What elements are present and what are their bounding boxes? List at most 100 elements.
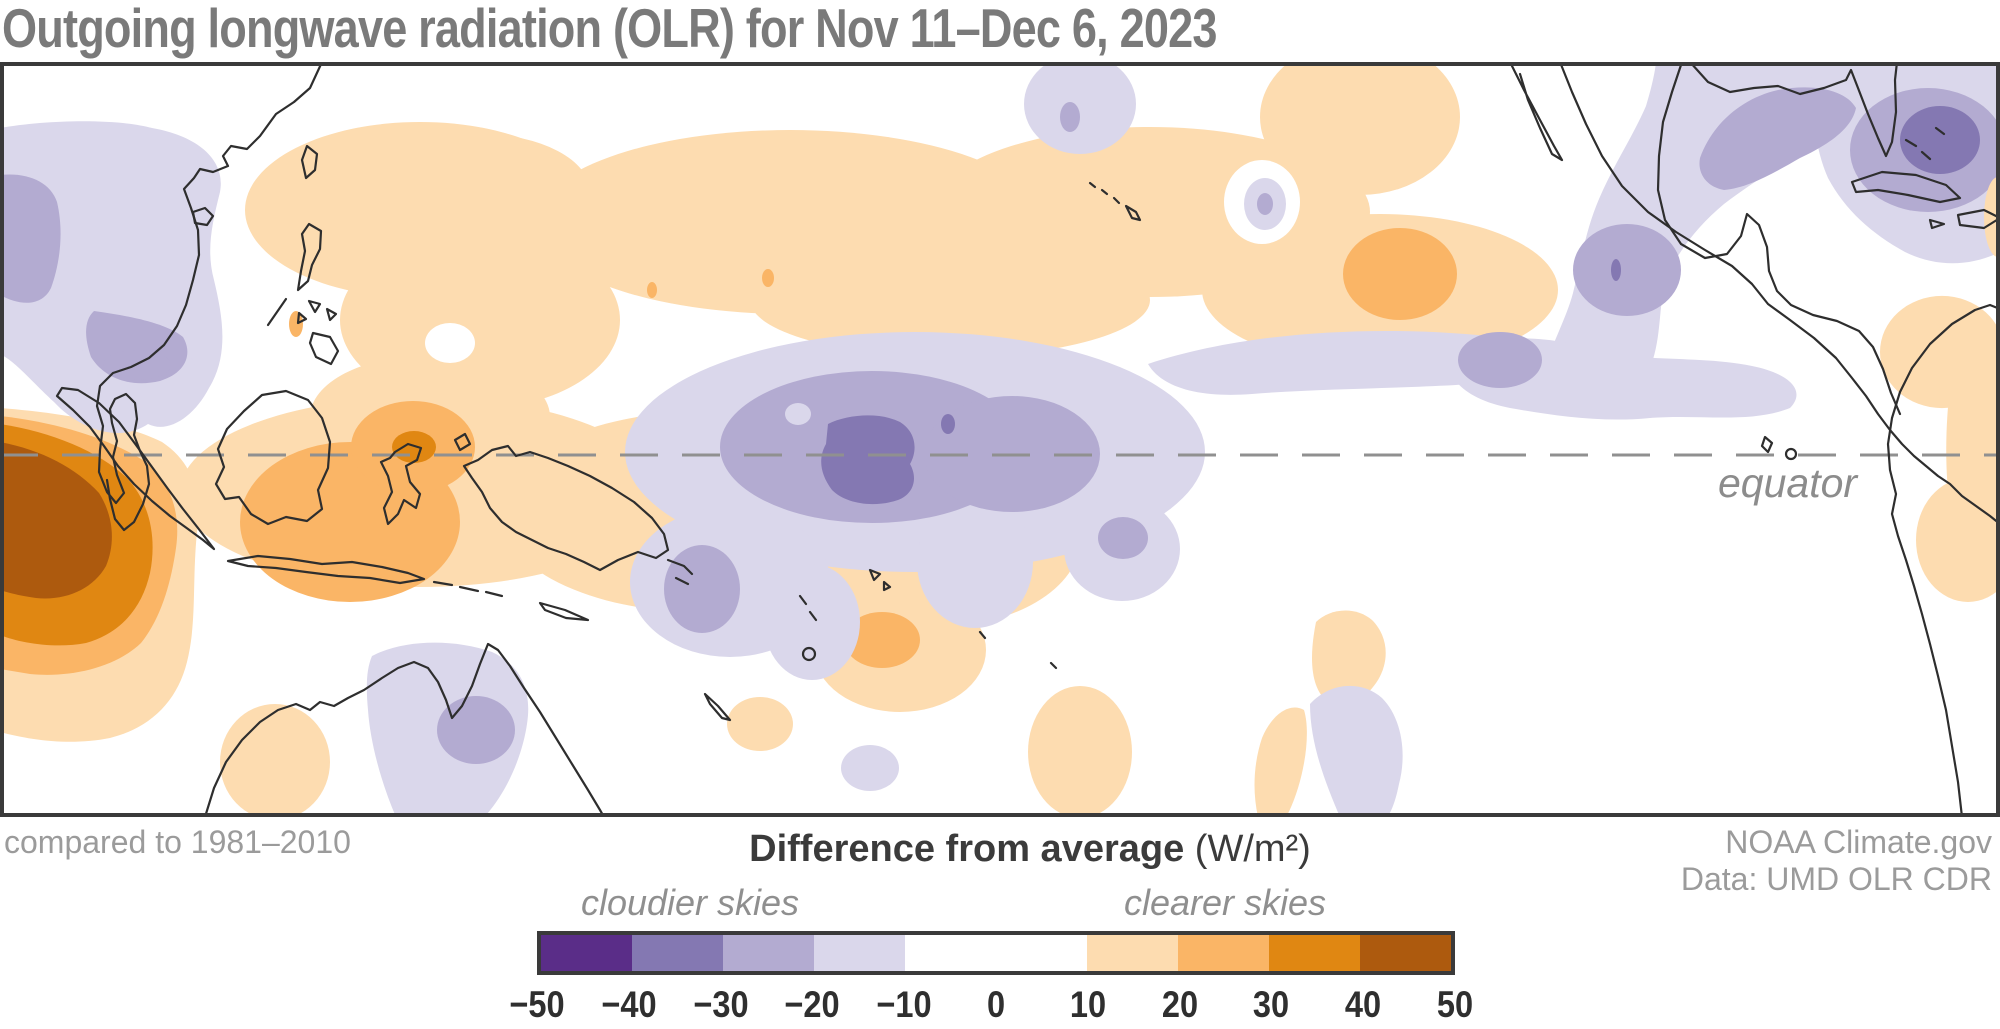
coastline-path	[1088, 181, 1142, 222]
coastline-path	[214, 389, 332, 526]
legend-swatch-8	[1269, 935, 1360, 971]
coastline-path	[1558, 62, 2000, 526]
credits: NOAA Climate.gov Data: UMD OLR CDR	[1681, 824, 1992, 898]
legend-tick-label: −50	[506, 984, 569, 1026]
olr-hole-cpac	[785, 403, 811, 425]
coastline-path	[1656, 62, 1902, 416]
legend-tick-label: 10	[1067, 984, 1108, 1026]
olr-neg20-midsmall	[1257, 193, 1273, 215]
coastline-path	[666, 558, 1058, 722]
legend-tick-label: −20	[781, 984, 844, 1026]
legend-unit: (W/m²)	[1184, 828, 1311, 870]
coastline-path	[453, 432, 472, 452]
legend-tick-text: 40	[1345, 984, 1382, 1025]
olr-anomaly-map: equator	[0, 62, 2000, 817]
legend-tick-text: −30	[692, 984, 749, 1025]
olr-neg10-fiji-s	[841, 745, 899, 791]
page-title-text: Outgoing longwave radiation (OLR) for No…	[2, 0, 1217, 59]
coastline-path	[1928, 218, 1946, 230]
legend-tick-text: −40	[601, 984, 657, 1025]
legend-tick-label: 50	[1434, 984, 1475, 1026]
legend-tick-label: −40	[597, 984, 660, 1026]
olr-pos20-speck-b	[762, 269, 774, 287]
olr-pos10-timor-tongue	[220, 704, 330, 817]
coastline-path	[226, 554, 426, 585]
coastline-path	[1688, 62, 1899, 158]
legend-tick-text: −10	[876, 984, 932, 1025]
anomaly-regions	[0, 62, 2000, 817]
legend-tick-label: −30	[689, 984, 752, 1026]
olr-neg20-cpac-sw	[664, 545, 740, 633]
legend-label-cloudier: cloudier skies	[580, 882, 800, 923]
legend-tick-label: 40	[1343, 984, 1384, 1026]
olr-hole-philsea	[425, 323, 475, 363]
olr-pos40-indian-core	[0, 442, 112, 599]
legend-swatch-0	[541, 935, 632, 971]
coastline-path	[1850, 170, 1962, 204]
coastline-path	[55, 386, 216, 551]
legend-swatch-9	[1360, 935, 1451, 971]
olr-pos10-epac-corner	[1254, 707, 1307, 817]
legend-title: Difference from average (W/m²)	[749, 828, 1311, 871]
equator-label: equator	[1718, 460, 1858, 506]
page-title: Outgoing longwave radiation (OLR) for No…	[2, 0, 1483, 60]
olr-pos20-speck-a	[647, 282, 657, 298]
legend-tick-label: 30	[1251, 984, 1292, 1026]
legend-swatch-6	[1087, 935, 1178, 971]
coastline-path	[462, 444, 670, 572]
olr-pos10-venezuela	[1880, 296, 2000, 408]
map-svg	[0, 62, 2000, 817]
olr-neg30-atlantic-core	[1900, 106, 1980, 174]
coastline-path	[300, 144, 319, 180]
coastline-path	[203, 642, 606, 817]
coastline-path	[296, 299, 338, 325]
olr-pos10-npac-top	[1260, 62, 1460, 195]
olr-neg20-indochina-w	[0, 174, 61, 303]
olr-neg20-cpac-small	[1098, 517, 1148, 559]
coastline-path	[1956, 208, 2000, 230]
legend-tick-label: 0	[986, 984, 1007, 1026]
coastline-path	[296, 222, 323, 292]
legend-ticks: −50 −40 −30 −20 −10 0 10 20 30 40 50	[0, 984, 2000, 1026]
olr-neg20-gulf-core	[1699, 87, 1856, 190]
legend-swatch-1	[632, 935, 723, 971]
olr-neg10-topcenter	[1024, 62, 1136, 154]
legend-title-bold: Difference from average	[749, 828, 1185, 870]
olr-neg10-epac-bottom	[1310, 685, 1403, 817]
coastline-path	[1904, 126, 1946, 161]
coastline-path	[308, 331, 340, 366]
olr-pos10-spac-bottom	[1028, 686, 1132, 817]
olr-neg10-cpac-se	[917, 496, 1033, 628]
olr-pos20-fiji-core	[844, 612, 920, 668]
legend-tick-text: 20	[1161, 984, 1198, 1025]
coastline-path	[1508, 62, 1564, 162]
coastlines	[55, 62, 2000, 817]
credit-source: NOAA Climate.gov	[1725, 824, 1992, 860]
legend-swatch-7	[1178, 935, 1269, 971]
coastline-path	[191, 206, 215, 227]
coastline-path	[432, 580, 504, 598]
olr-neg20-topcenter	[1060, 102, 1080, 132]
legend-swatch-4	[905, 935, 996, 971]
legend-tick-text: 10	[1069, 984, 1106, 1025]
legend-tick-label: −10	[873, 984, 936, 1026]
legend-tick-text: 50	[1436, 984, 1474, 1025]
credit-data: Data: UMD OLR CDR	[1680, 861, 1992, 897]
legend-tick-text: 30	[1253, 984, 1290, 1025]
coastline-path	[538, 601, 590, 622]
legend-colorbar	[537, 931, 1455, 975]
olr-pos20-npac-core	[1343, 228, 1457, 320]
coastline-path	[379, 442, 423, 526]
olr-pos10-epac-streak	[1312, 610, 1386, 706]
legend-tick-text: −50	[509, 984, 565, 1025]
map-border	[0, 62, 2000, 817]
baseline-note: compared to 1981–2010	[4, 824, 351, 860]
coastline-path	[266, 297, 288, 327]
legend-tick-text: 0	[986, 984, 1006, 1025]
legend-tick-label: 20	[1159, 984, 1200, 1026]
olr-neg10-cpac-s	[764, 564, 860, 680]
olr-neg30-cpac-spot	[941, 414, 955, 434]
olr-pos10-fiji-sw	[727, 697, 793, 751]
legend-swatch-2	[723, 935, 814, 971]
